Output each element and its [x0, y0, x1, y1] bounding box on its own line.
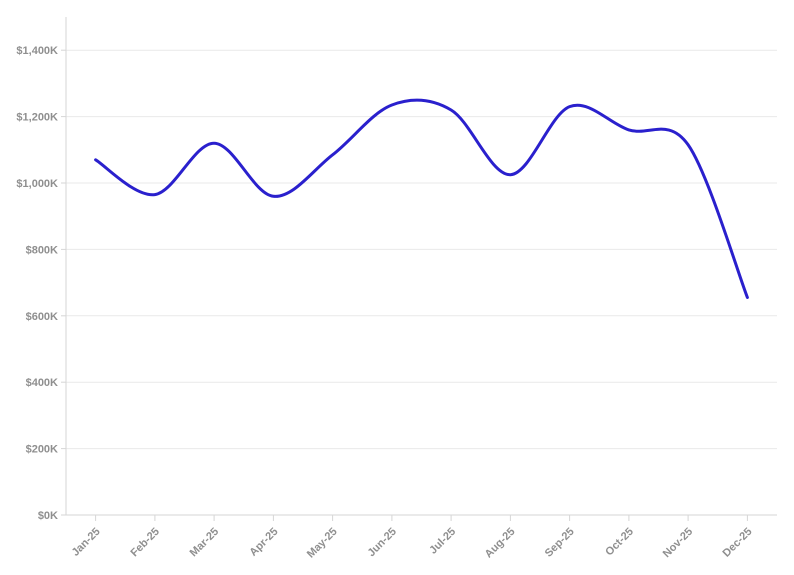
y-axis-label: $400K: [26, 377, 58, 389]
series-line: [94, 98, 749, 299]
y-axis-label: $600K: [26, 311, 58, 323]
x-axis-label: Dec-25: [721, 526, 755, 560]
x-axis-label: Sep-25: [543, 526, 577, 560]
y-axis-label: $0K: [38, 510, 58, 522]
y-axis-label: $800K: [26, 244, 58, 256]
x-axis-label: Nov-25: [661, 526, 695, 560]
x-axis-label: Jul-25: [427, 526, 458, 557]
x-axis-label: Mar-25: [188, 526, 222, 560]
x-axis-label: Jun-25: [365, 526, 399, 560]
y-axis-label: $200K: [26, 444, 58, 456]
x-axis-label: Apr-25: [247, 526, 280, 559]
x-axis-label: Aug-25: [483, 526, 518, 561]
x-axis-label: Oct-25: [603, 526, 636, 559]
x-axis-label: Feb-25: [128, 526, 162, 560]
y-axis-label: $1,000K: [16, 178, 58, 190]
y-axis-label: $1,200K: [16, 112, 58, 124]
x-axis-label: Jan-25: [70, 526, 103, 559]
x-axis-label: May-25: [305, 526, 340, 561]
y-axis-label: $1,400K: [16, 45, 58, 57]
